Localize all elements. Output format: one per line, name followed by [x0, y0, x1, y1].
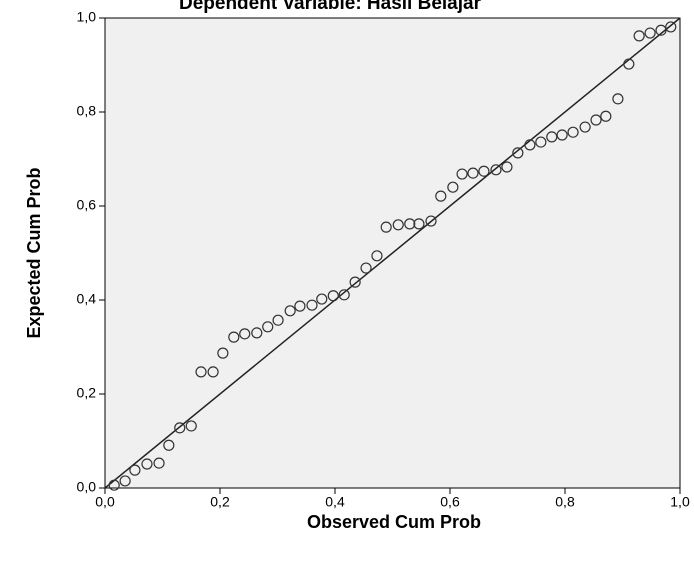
y-tick-label: 0,6: [77, 197, 97, 213]
x-tick-label: 0,8: [555, 494, 575, 510]
x-tick-label: 0,4: [325, 494, 345, 510]
y-tick-label: 1,0: [77, 9, 97, 25]
y-tick-label: 0,4: [77, 291, 97, 307]
y-tick-label: 0,0: [77, 479, 97, 495]
y-tick-label: 0,2: [77, 385, 97, 401]
chart-title: Dependent Variable: Hasil Belajar: [179, 0, 482, 14]
y-axis-title: Expected Cum Prob: [24, 167, 44, 338]
x-tick-label: 0,6: [440, 494, 460, 510]
chart: Dependent Variable: Hasil Belajar Observ…: [0, 0, 694, 562]
x-tick-label: 0,2: [210, 494, 230, 510]
x-tick-label: 0,0: [95, 494, 115, 510]
y-tick-label: 0,8: [77, 103, 97, 119]
x-axis-title: Observed Cum Prob: [307, 512, 481, 532]
x-tick-label: 1,0: [670, 494, 690, 510]
